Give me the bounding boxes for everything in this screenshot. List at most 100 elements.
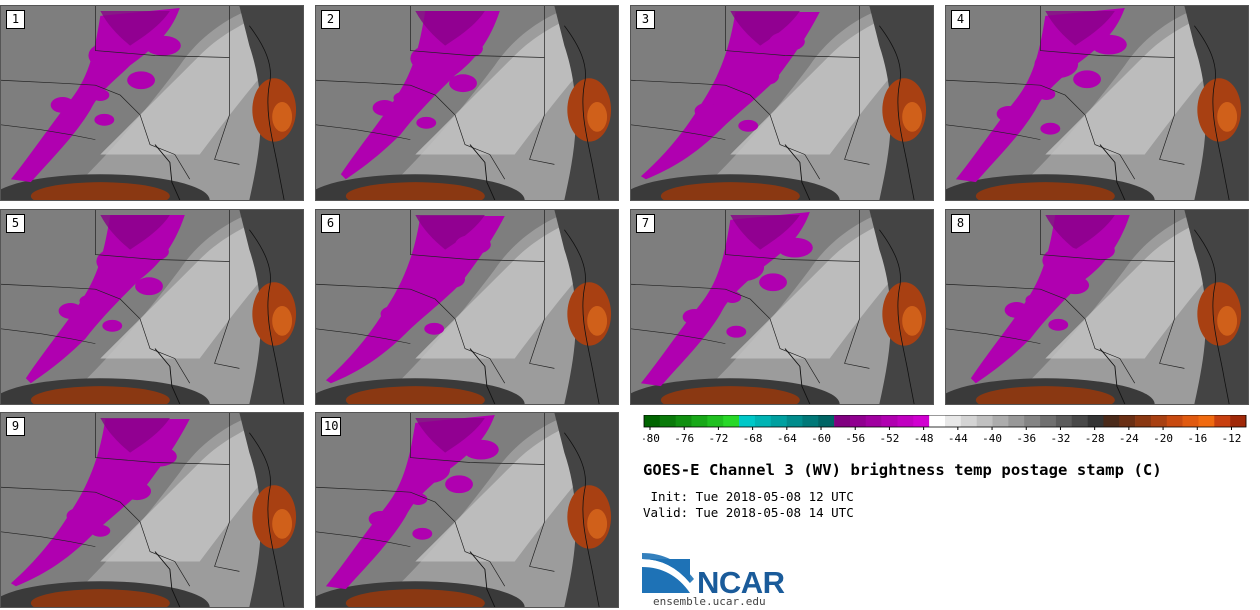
colorbar-segment — [1119, 415, 1136, 427]
moisture-plume-core — [1045, 214, 1115, 250]
moisture-patch — [87, 500, 106, 512]
coastline — [469, 551, 496, 607]
colorbar-segment — [1150, 415, 1168, 427]
postage-stamp-panel-7: 7 — [630, 209, 934, 405]
valid-time: Valid: Tue 2018-05-08 14 UTC — [643, 505, 854, 520]
colorbar-tick-label: -72 — [708, 432, 728, 445]
moisture-patch — [1091, 34, 1127, 55]
colorbar-tick-label: -60 — [811, 432, 831, 445]
whitish-band — [1045, 15, 1235, 155]
colorbar-tick-label: -12 — [1222, 432, 1242, 445]
moisture-plume-core — [100, 417, 170, 453]
dry-pocket-east-core — [272, 306, 293, 336]
state-border — [316, 486, 506, 587]
colorbar-tick-label: -52 — [879, 432, 899, 445]
moisture-patch — [393, 92, 412, 104]
coastline — [154, 551, 181, 607]
moisture-patch — [751, 67, 780, 86]
state-border — [95, 6, 230, 58]
state-border — [946, 79, 1136, 180]
colorbar-tick-label: -20 — [1153, 432, 1173, 445]
postage-stamp-panel-5: 5 — [0, 209, 304, 405]
moisture-patch — [1073, 70, 1101, 89]
state-border — [410, 413, 545, 465]
whitish-band — [415, 15, 605, 155]
moisture-patch — [406, 455, 451, 484]
state-border — [214, 210, 240, 369]
ncar-logo-text: NCAR — [697, 565, 785, 600]
moisture-patch — [777, 237, 813, 258]
coastline — [469, 144, 496, 200]
panel-number-label: 3 — [636, 10, 655, 29]
colorbar-tick-label: -48 — [914, 432, 934, 445]
gulf-dry-pocket — [345, 386, 485, 404]
moisture-patch — [66, 508, 91, 524]
moisture-patch — [141, 446, 177, 467]
state-border — [725, 210, 860, 262]
east-coastline — [564, 25, 600, 200]
colorbar-segment — [659, 415, 676, 427]
colorbar-segment — [992, 415, 1009, 427]
postage-stamp-panel-10: 10 — [315, 412, 619, 608]
moisture-patch — [455, 234, 491, 255]
country-border — [316, 328, 411, 344]
east-coastline — [564, 229, 600, 404]
east-coastline — [249, 25, 285, 200]
colorbar-tick-label: -16 — [1187, 432, 1207, 445]
moisture-patch — [90, 524, 111, 537]
coastline — [784, 144, 811, 200]
state-border — [95, 210, 230, 262]
whitish-band — [100, 15, 290, 155]
moisture-patch — [720, 253, 765, 282]
colorbar-segment — [913, 415, 930, 427]
gulf-dry-pocket — [30, 589, 170, 607]
state-border — [316, 79, 506, 180]
east-coastline — [1194, 25, 1230, 200]
colorbar-segment — [675, 415, 692, 427]
state-border — [844, 6, 870, 165]
colorbar-segment — [707, 415, 724, 427]
colorbar-segment — [818, 415, 835, 427]
moisture-patch — [437, 270, 466, 289]
whitish-band — [1045, 219, 1235, 359]
moisture-plume-core — [415, 417, 485, 453]
postage-stamp-panel-4: 4 — [945, 5, 1249, 201]
dry-pocket-east-core — [902, 306, 923, 336]
postage-stamp-panel-3: 3 — [630, 5, 934, 201]
moisture-patch — [738, 119, 759, 132]
state-border — [844, 210, 870, 369]
moisture-patch — [1048, 318, 1069, 331]
colorbar-segment — [1087, 415, 1104, 427]
moisture-patch — [416, 116, 437, 129]
colorbar-frame — [643, 415, 1247, 428]
colorbar-segment — [770, 415, 787, 427]
postage-stamp-panel-2: 2 — [315, 5, 619, 201]
colorbar-segment — [1040, 415, 1057, 427]
gulf-dry-pocket — [30, 386, 170, 404]
state-border — [529, 413, 555, 572]
moisture-plume-core — [1045, 10, 1115, 46]
state-border — [631, 283, 821, 384]
panel-number-label: 7 — [636, 214, 655, 233]
moisture-patch — [88, 41, 133, 70]
moisture-patch — [1025, 294, 1044, 307]
ncar-logo-icon — [642, 553, 694, 593]
state-border — [1040, 6, 1175, 58]
state-border — [1, 283, 191, 384]
moisture-patch — [449, 74, 477, 93]
coastline — [784, 348, 811, 404]
gulf-dry-pocket — [660, 386, 800, 404]
moisture-patch — [380, 306, 405, 322]
country-border — [631, 328, 726, 344]
ncar-logo[interactable]: NCAR ensemble.ucar.edu — [642, 553, 792, 608]
state-border — [410, 210, 545, 262]
east-coastline — [249, 432, 285, 607]
country-border — [316, 124, 411, 140]
moisture-patch — [135, 277, 163, 296]
colorbar-tick-label: -28 — [1085, 432, 1105, 445]
panel-number-label: 6 — [321, 214, 340, 233]
moisture-patch — [1079, 240, 1115, 261]
dry-pocket-east-core — [587, 102, 608, 132]
postage-stamp-panel-6: 6 — [315, 209, 619, 405]
whitish-band — [100, 422, 290, 562]
